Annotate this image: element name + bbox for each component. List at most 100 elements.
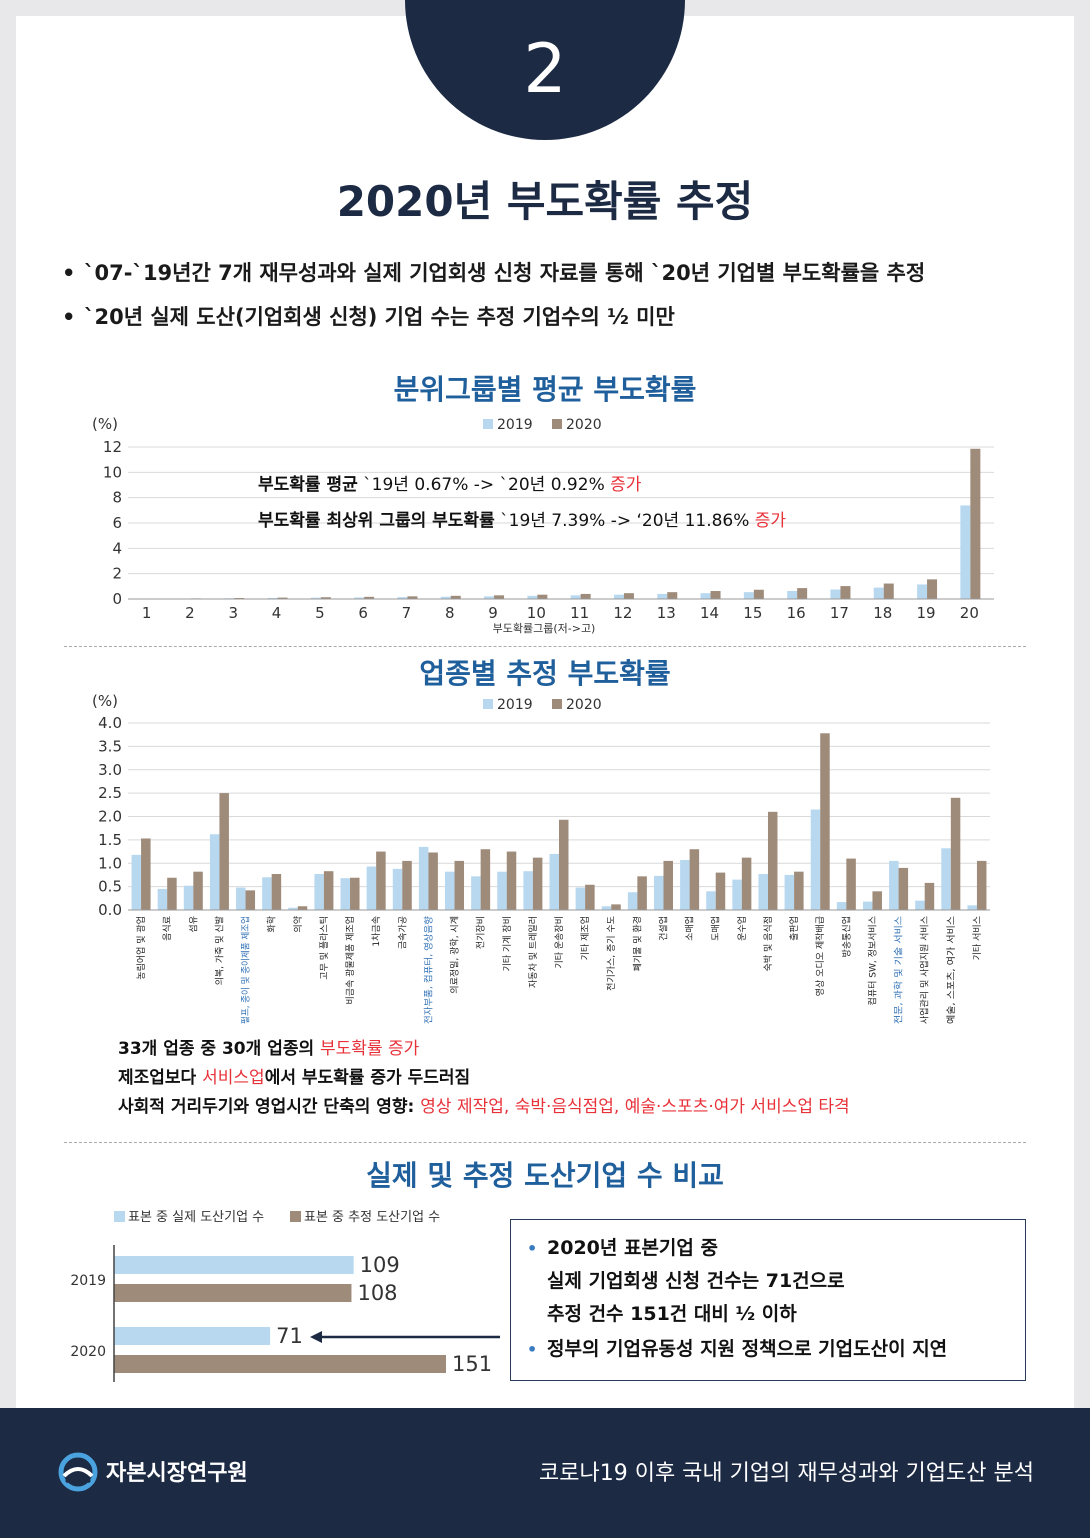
y-tick-label: 2	[112, 565, 122, 583]
bar-2019	[310, 597, 321, 599]
footer-org-name: 자본시장연구원	[106, 1461, 248, 1486]
bar-2019	[471, 876, 481, 910]
y-tick-label: 6	[112, 514, 122, 532]
info-text: 2020년 표본기업 중 실제 기업회생 신청 건수는 71건으로 추정 건수 …	[547, 1237, 845, 1325]
x-tick-label: 예술, 스포츠, 여가 서비스	[945, 916, 957, 1024]
legend-swatch-2020	[552, 419, 562, 429]
bullet-dot-icon: •	[527, 1340, 538, 1359]
x-tick-label: 14	[700, 604, 719, 622]
bar-value-label: 151	[452, 1352, 492, 1376]
x-tick-label: 기타 기계 장비	[501, 916, 513, 971]
bar-2020	[623, 593, 634, 599]
info-box: • 2020년 표본기업 중 실제 기업회생 신청 건수는 71건으로 추정 건수…	[510, 1219, 1026, 1381]
legend-label-2020: 2020	[566, 697, 602, 713]
bar-2020	[480, 849, 491, 910]
bar-2019	[700, 593, 711, 599]
bar-2020	[364, 596, 375, 599]
x-tick-label: 폐기물 및 환경	[631, 916, 643, 971]
bar-2020	[663, 860, 673, 910]
y-tick-label: 3.0	[98, 761, 122, 779]
bar-2019	[889, 860, 899, 910]
bullet-dot-icon: •	[527, 1239, 538, 1258]
page-number: 2	[523, 30, 567, 109]
bar-2020	[141, 838, 151, 910]
info-text: 정부의 기업유동성 지원 정책으로 기업도산이 지연	[547, 1338, 948, 1360]
bar-2020	[741, 857, 752, 910]
x-tick-label: 1차금속	[370, 916, 382, 947]
legend-swatch-2019	[483, 699, 493, 709]
bar-2020	[234, 597, 245, 599]
bar-2019	[743, 592, 754, 599]
section-divider	[64, 1142, 1026, 1143]
bar-2019	[836, 902, 847, 910]
x-tick-label: 섬유	[188, 916, 199, 933]
bar-2019	[523, 871, 533, 910]
x-tick-label: 2	[185, 604, 195, 622]
x-tick-label: 12	[613, 604, 632, 622]
y-tick-label: 4	[112, 539, 122, 557]
x-tick-label: 7	[402, 604, 412, 622]
x-tick-label: 비금속 광물제품 제조업	[344, 916, 356, 1005]
bar-2020	[219, 793, 229, 910]
bar-2020	[872, 891, 882, 910]
bar-2020	[407, 596, 418, 599]
bar-2019	[917, 584, 928, 599]
chart1-title: 분위그룹별 평균 부도확률	[393, 373, 697, 406]
bar-2019	[941, 848, 951, 910]
bullet-item: • `20년 실제 도산(기업회생 신청) 기업 수는 추정 기업수의 ½ 미만	[62, 299, 1052, 343]
bar-2019	[549, 853, 559, 910]
bar-2019	[627, 892, 638, 910]
chart2-title: 업종별 추정 부도확률	[419, 657, 671, 690]
bar-2019	[392, 868, 403, 910]
x-tick-label: 화학	[267, 916, 278, 933]
bar-2019	[262, 877, 272, 910]
y-tick-label: 10	[103, 463, 122, 481]
legend-label-2019: 2019	[497, 697, 533, 713]
bar-2020	[924, 882, 935, 910]
bar-2020	[323, 871, 334, 910]
bar-value-label: 109	[360, 1253, 400, 1277]
x-tick-label: 펄프, 종이 및 종이제품 제조업	[240, 916, 252, 1024]
bar-2019	[366, 866, 377, 910]
x-tick-label: 13	[657, 604, 676, 622]
bar-2019	[314, 874, 324, 910]
bar-2020	[883, 583, 894, 599]
bankruptcy-count-chart: 표본 중 실제 도산기업 수 표본 중 추정 도산기업 수 109 108 2019 71…	[70, 1210, 500, 1382]
bar-2019	[810, 809, 821, 910]
bar-2020	[350, 877, 360, 910]
x-tick-label: 19	[917, 604, 936, 622]
bar-2020	[689, 849, 700, 910]
bullet-item: • `07-`19년간 7개 재무성과와 실제 기업회생 신청 자료를 통해 `2…	[62, 255, 1052, 299]
footer	[0, 1408, 1090, 1538]
x-tick-label: 15	[743, 604, 762, 622]
y-tick-label: 3.5	[98, 737, 122, 755]
bar-2019	[340, 878, 351, 910]
bar-2019	[445, 871, 455, 910]
x-tick-label: 1	[142, 604, 152, 622]
bar-actual	[114, 1327, 271, 1345]
x-tick-label: 10	[527, 604, 546, 622]
x-axis-title: 부도확률그룹(저->고)	[493, 622, 596, 635]
bar-2020	[245, 890, 256, 910]
x-tick-label: 소매업	[685, 916, 696, 941]
bar-2019	[354, 597, 365, 599]
bullet-dot-icon: •	[62, 305, 76, 329]
info-item: • 2020년 표본기업 중 실제 기업회생 신청 건수는 71건으로 추정 건수…	[527, 1232, 1011, 1331]
x-tick-label: 도매업	[711, 916, 722, 941]
bar-2020	[454, 860, 465, 910]
bar-2019	[653, 875, 664, 910]
x-tick-label: 기타 제조업	[580, 916, 591, 960]
bar-2019	[706, 891, 716, 910]
bar-2020	[898, 867, 909, 910]
legend-label-2019: 2019	[497, 417, 533, 433]
x-tick-label: 사업관리 및 사업지원 서비스	[919, 916, 931, 1024]
y-tick-label: 1.0	[98, 854, 122, 872]
bar-2020	[193, 871, 203, 910]
bar-2019	[862, 901, 873, 910]
x-tick-label: 6	[358, 604, 368, 622]
bar-2019	[784, 874, 795, 910]
bar-2019	[157, 888, 168, 910]
bar-estimated	[114, 1284, 352, 1302]
bar-2020	[611, 904, 621, 910]
chart2-y-unit: (%)	[92, 692, 118, 710]
